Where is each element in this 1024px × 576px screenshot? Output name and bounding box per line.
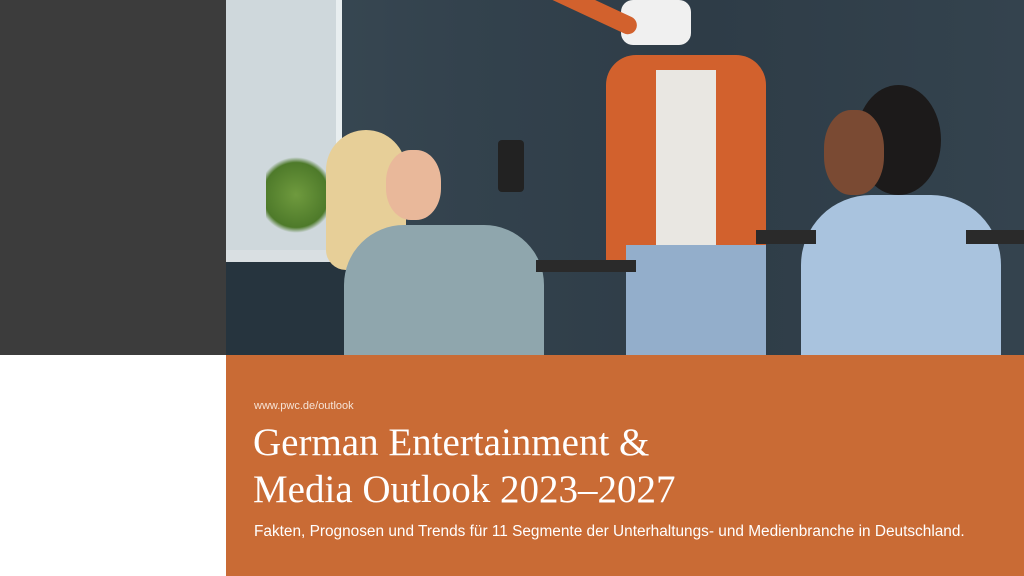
person-tshirt: [656, 70, 716, 260]
title-line-2: Media Outlook 2023–2027: [253, 468, 676, 511]
smartphone-icon: [498, 140, 524, 192]
person-shirt: [801, 195, 1001, 355]
arm: [487, 0, 640, 38]
page-title: German Entertainment & Media Outlook 202…: [253, 419, 675, 513]
white-panel: [0, 355, 226, 576]
person-jeans: [626, 245, 766, 355]
wall-lower: [226, 262, 366, 355]
dark-panel: [0, 0, 226, 355]
title-band: www.pwc.de/outlook German Entertainment …: [226, 355, 1024, 576]
chair: [536, 260, 636, 355]
window-sill: [226, 250, 356, 262]
person-face: [824, 110, 884, 195]
title-line-1: German Entertainment &: [253, 421, 650, 464]
website-link[interactable]: www.pwc.de/outlook: [254, 400, 354, 412]
cover-photo: [226, 0, 1024, 355]
plant-icon: [266, 150, 326, 240]
person-jacket: [344, 225, 544, 355]
person-face: [386, 150, 441, 220]
chair: [756, 230, 816, 355]
chair: [966, 230, 1024, 355]
subtitle: Fakten, Prognosen und Trends für 11 Segm…: [254, 523, 965, 540]
